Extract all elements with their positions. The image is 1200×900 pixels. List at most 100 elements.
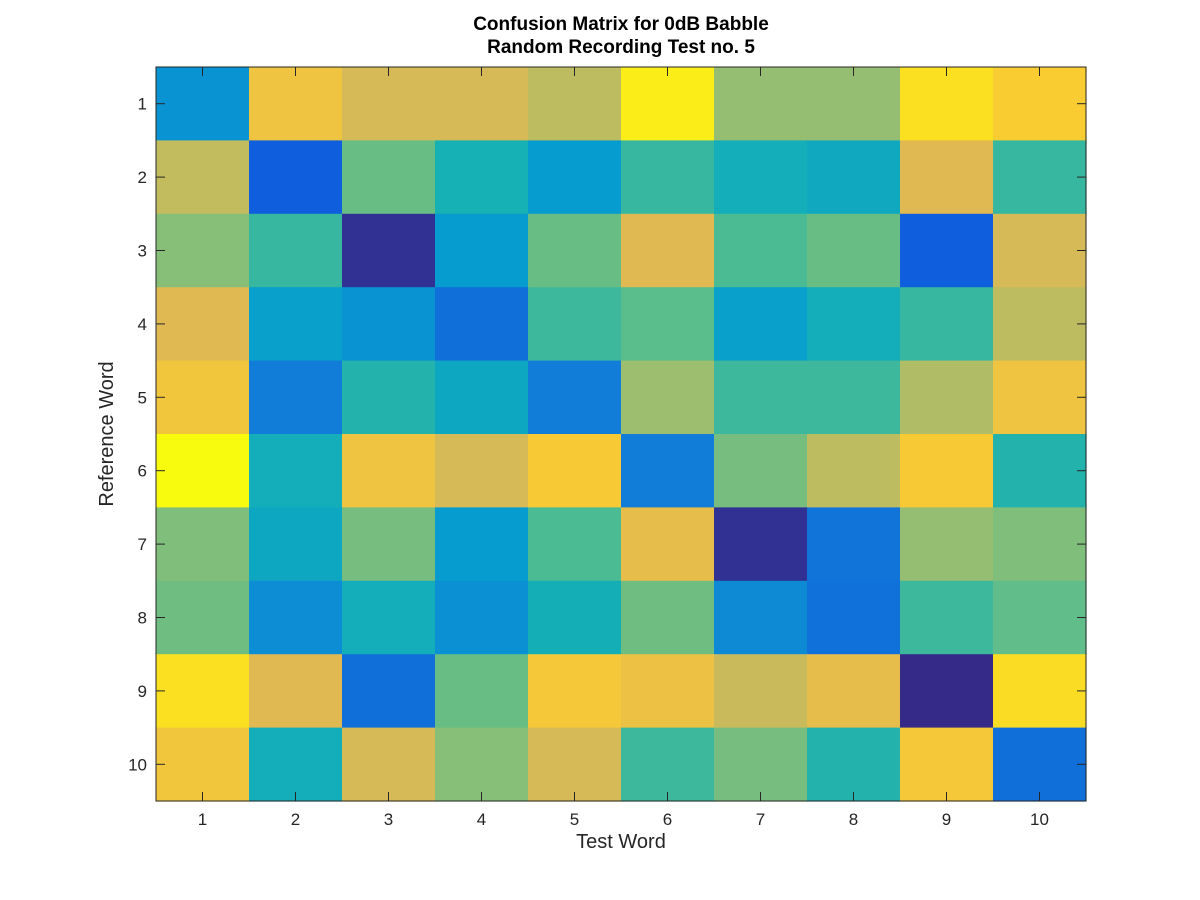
heatmap-cell-r4-c1	[156, 287, 250, 362]
heatmap-cell-r6-c1	[156, 434, 250, 508]
heatmap-cell-r9-c2	[249, 654, 343, 729]
heatmap-cell-r1-c9	[900, 67, 994, 141]
heatmap-cell-r8-c7	[714, 580, 808, 655]
heatmap-cell-r4-c5	[528, 287, 622, 362]
heatmap-cell-r2-c2	[249, 140, 343, 215]
heatmap-cell-r7-c1	[156, 507, 250, 582]
heatmap-cell-r5-c1	[156, 360, 250, 435]
y-axis-label: Reference Word	[96, 361, 118, 506]
y-tick-label-8: 8	[138, 609, 147, 628]
y-tick-label-3: 3	[138, 242, 147, 261]
heatmap-cell-r1-c2	[249, 67, 343, 141]
x-axis-tick-labels: 1 2 3 4 5 6 7 8 9 10	[198, 810, 1049, 829]
y-axis-tick-labels: 1 2 3 4 5 6 7 8 9 10	[128, 95, 147, 775]
heatmap-cell-r4-c2	[249, 287, 343, 362]
heatmap-cell-r1-c7	[714, 67, 808, 141]
heatmap-cell-r5-c7	[714, 360, 808, 435]
heatmap-cell-r4-c7	[714, 287, 808, 362]
x-axis-label: Test Word	[576, 831, 666, 853]
chart-title-line-1: Confusion Matrix for 0dB Babble	[473, 14, 769, 35]
heatmap-cell-r4-c3	[342, 287, 436, 362]
heatmap-cell-r1-c3	[342, 67, 436, 141]
y-tick-label-1: 1	[138, 95, 147, 114]
x-tick-label-1: 1	[198, 810, 207, 829]
heatmap-cell-r1-c10	[993, 67, 1087, 141]
y-tick-label-9: 9	[138, 682, 147, 701]
heatmap-cell-r7-c8	[807, 507, 901, 582]
heatmap-cell-r6-c8	[807, 434, 901, 508]
heatmap-cell-r6-c3	[342, 434, 436, 508]
heatmap-cell-r1-c5	[528, 67, 622, 141]
heatmap-cell-r7-c4	[435, 507, 529, 582]
heatmap-cell-r3-c5	[528, 213, 622, 288]
heatmap-cell-r6-c6	[621, 434, 715, 508]
heatmap-cell-r10-c4	[435, 727, 529, 802]
heatmap-cell-r5-c6	[621, 360, 715, 435]
heatmap-cell-r10-c6	[621, 727, 715, 802]
heatmap-cell-r5-c9	[900, 360, 994, 435]
x-tick-label-4: 4	[477, 810, 486, 829]
heatmap-cell-r3-c10	[993, 213, 1087, 288]
heatmap-cell-r1-c6	[621, 67, 715, 141]
heatmap-cell-r10-c10	[993, 727, 1087, 802]
heatmap-cell-r8-c1	[156, 580, 250, 655]
heatmap-cell-r5-c4	[435, 360, 529, 435]
heatmap-cell-r2-c3	[342, 140, 436, 215]
heatmap-cell-r3-c9	[900, 213, 994, 288]
heatmap-cell-r6-c4	[435, 434, 529, 508]
axis-ticks	[156, 67, 1086, 801]
heatmap-cell-r6-c5	[528, 434, 622, 508]
y-tick-label-4: 4	[138, 315, 147, 334]
y-tick-label-10: 10	[128, 755, 147, 774]
heatmap-cell-r9-c9	[900, 654, 994, 729]
heatmap-cell-r9-c7	[714, 654, 808, 729]
y-tick-label-5: 5	[138, 388, 147, 407]
heatmap-cell-r9-c4	[435, 654, 529, 729]
heatmap-cell-r3-c6	[621, 213, 715, 288]
heatmap-cell-r8-c4	[435, 580, 529, 655]
heatmap-cell-r8-c8	[807, 580, 901, 655]
heatmap-cell-r5-c3	[342, 360, 436, 435]
heatmap-cell-r5-c10	[993, 360, 1087, 435]
x-tick-label-6: 6	[663, 810, 672, 829]
heatmap-cell-r10-c2	[249, 727, 343, 802]
heatmap-cell-r9-c8	[807, 654, 901, 729]
heatmap-cell-r9-c10	[993, 654, 1087, 729]
heatmap-cell-r2-c7	[714, 140, 808, 215]
x-tick-label-5: 5	[570, 810, 579, 829]
y-tick-label-7: 7	[138, 535, 147, 554]
heatmap-cell-r7-c9	[900, 507, 994, 582]
x-tick-label-8: 8	[849, 810, 858, 829]
heatmap-cell-r5-c5	[528, 360, 622, 435]
heatmap-cell-r2-c4	[435, 140, 529, 215]
heatmap-cell-r2-c5	[528, 140, 622, 215]
heatmap-cell-r9-c3	[342, 654, 436, 729]
heatmap-cell-r4-c10	[993, 287, 1087, 362]
heatmap-cell-r4-c9	[900, 287, 994, 362]
heatmap-cell-r10-c9	[900, 727, 994, 802]
heatmap-cell-r6-c7	[714, 434, 808, 508]
heatmap-cell-r6-c10	[993, 434, 1087, 508]
heatmap-cell-r8-c3	[342, 580, 436, 655]
heatmap-cell-r3-c3	[342, 213, 436, 288]
heatmap-cell-r7-c2	[249, 507, 343, 582]
heatmap-cell-r7-c10	[993, 507, 1087, 582]
heatmap-cell-r4-c6	[621, 287, 715, 362]
heatmap-cell-r9-c6	[621, 654, 715, 729]
heatmap-cell-r8-c10	[993, 580, 1087, 655]
heatmap-cell-r1-c8	[807, 67, 901, 141]
heatmap-cell-r10-c8	[807, 727, 901, 802]
heatmap-cell-r7-c5	[528, 507, 622, 582]
y-tick-label-2: 2	[138, 168, 147, 187]
heatmap-cell-r2-c8	[807, 140, 901, 215]
heatmap-cell-r8-c9	[900, 580, 994, 655]
heatmap-cell-r2-c6	[621, 140, 715, 215]
heatmap-cell-r2-c9	[900, 140, 994, 215]
heatmap-cells	[156, 67, 1087, 802]
heatmap-cell-r8-c5	[528, 580, 622, 655]
heatmap-cell-r4-c8	[807, 287, 901, 362]
heatmap-cell-r9-c1	[156, 654, 250, 729]
heatmap-cell-r5-c2	[249, 360, 343, 435]
heatmap-cell-r6-c2	[249, 434, 343, 508]
